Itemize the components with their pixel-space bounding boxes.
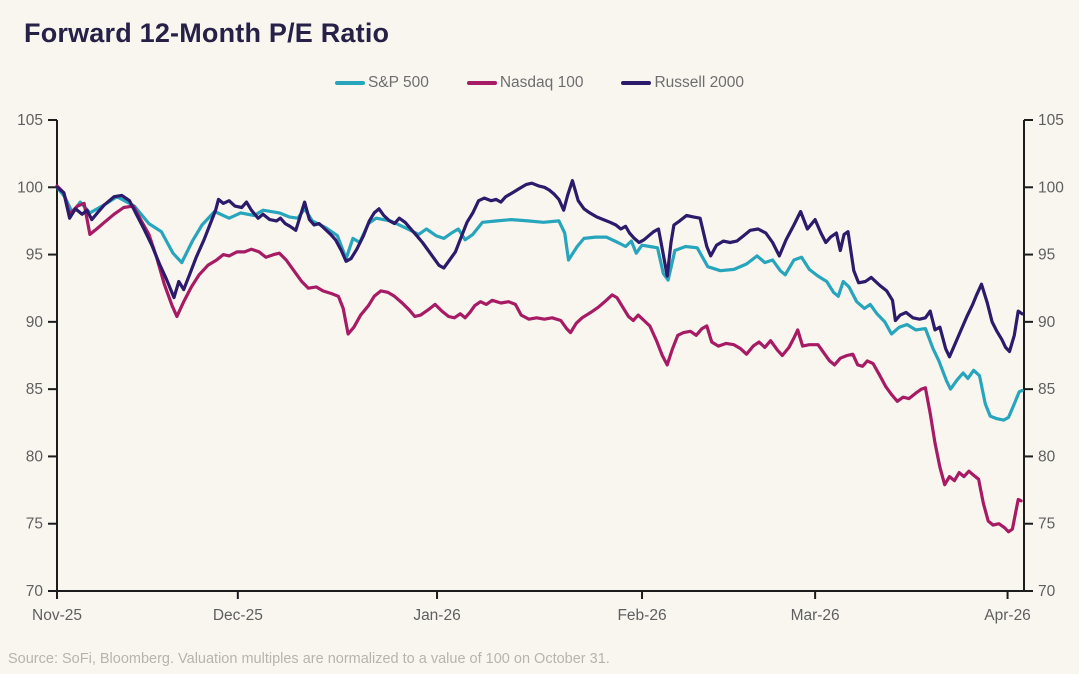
legend-swatch-sp500	[334, 80, 365, 86]
source-note: Source: SoFi, Bloomberg. Valuation multi…	[8, 651, 610, 667]
x-tick-label: Mar-26	[791, 607, 840, 624]
x-tick-label: Jan-26	[413, 607, 460, 624]
y-tick-label-right: 105	[1038, 112, 1064, 129]
y-tick-label-right: 70	[1038, 583, 1056, 600]
y-tick-label-left: 85	[26, 381, 43, 398]
y-tick-label-left: 90	[26, 314, 44, 331]
x-tick-label: Feb-26	[617, 607, 666, 624]
x-tick-label: Nov-25	[32, 607, 82, 624]
y-tick-label-right: 95	[1038, 247, 1055, 264]
y-tick-label-left: 75	[26, 516, 43, 533]
legend-item-nasdaq100: Nasdaq 100	[466, 74, 584, 92]
x-tick-label: Apr-26	[984, 607, 1031, 624]
y-tick-label-right: 80	[1038, 448, 1056, 465]
series-line-sp500	[55, 185, 1024, 422]
y-tick-label-right: 90	[1038, 314, 1056, 331]
legend-label-sp500: S&P 500	[367, 74, 429, 91]
y-tick-label-right: 85	[1038, 381, 1055, 398]
chart-title: Forward 12-Month P/E Ratio	[24, 18, 390, 48]
y-tick-label-right: 75	[1038, 516, 1055, 533]
y-tick-label-left: 80	[26, 448, 44, 465]
series-line-russell2000	[55, 179, 1024, 359]
legend-swatch-russell2000	[621, 80, 652, 86]
legend-item-sp500: S&P 500	[334, 74, 429, 92]
y-tick-label-left: 100	[17, 179, 43, 196]
legend-swatch-nasdaq100	[466, 80, 497, 86]
legend-label-nasdaq100: Nasdaq 100	[499, 74, 584, 91]
series-line-nasdaq100	[55, 184, 1023, 534]
y-tick-label-left: 105	[17, 112, 43, 129]
x-tick-label: Dec-25	[213, 607, 263, 624]
y-tick-label-right: 100	[1038, 179, 1064, 196]
legend-item-russell2000: Russell 2000	[621, 74, 744, 92]
y-tick-label-left: 95	[26, 247, 43, 264]
y-tick-label-left: 70	[26, 583, 44, 600]
legend-label-russell2000: Russell 2000	[654, 74, 745, 91]
chart-legend: S&P 500 Nasdaq 100 Russell 2000	[0, 74, 1079, 92]
